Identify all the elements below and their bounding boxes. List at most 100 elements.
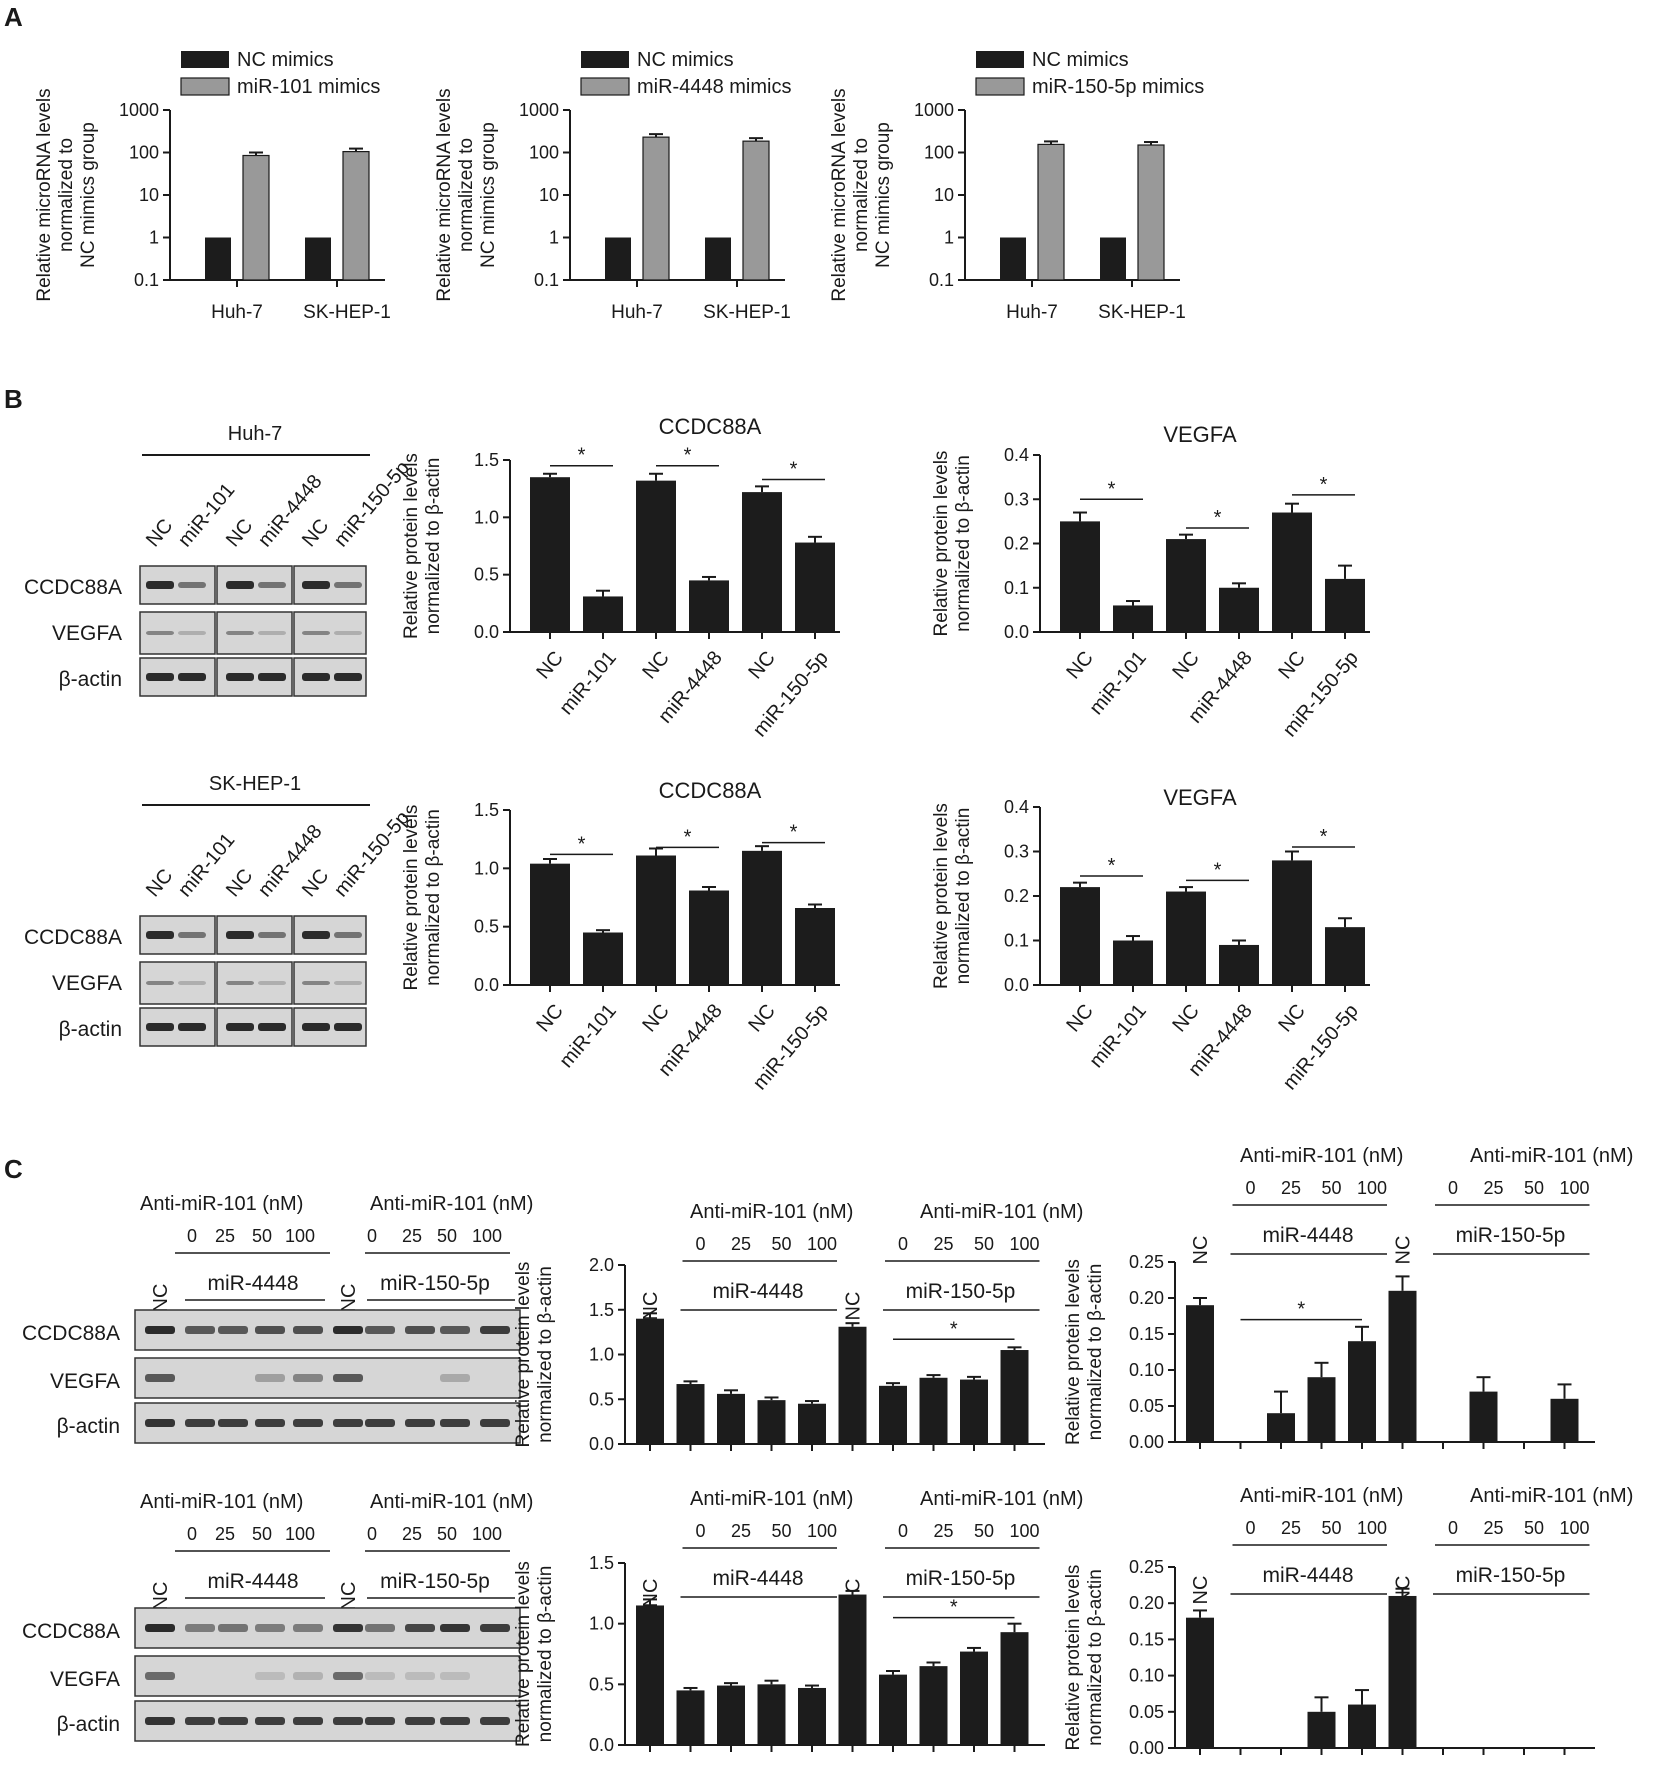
blot-skhep1-band [334,932,362,938]
blot-c-top-membrane [134,1357,521,1399]
panel-a-y-tick-label: 1 [149,228,159,248]
blot-c-bottom-dose-label: 0 [367,1524,377,1544]
blot-c-top-band [218,1419,248,1427]
bar [1325,578,1365,632]
c-ccdc-bottom-group-label: miR-150-5p [906,1567,1016,1590]
panel-b-y-tick-label: 0.0 [1004,622,1029,642]
blot-c-bottom-band [333,1672,363,1680]
blot-c-top-band [440,1419,470,1427]
blot-c-bottom-anti-label-2: Anti-miR-101 (nM) [370,1491,533,1513]
panel-a-y-tick-label: 1000 [519,100,559,120]
panel-b-y-tick-label: 0.5 [474,917,499,937]
c-vegfa-top-dose-label: 25 [1483,1178,1503,1198]
bar [1219,944,1259,985]
blot-c-top-dose-label: 100 [472,1226,502,1246]
blot-skhep1-cell-line-label: SK-HEP-1 [209,773,301,795]
c-vegfa-bottom-nc-label: NC [1190,1576,1212,1605]
blot-skhep1-band [226,1023,254,1031]
blot-skhep1-band [178,981,206,985]
blot-skhep1-membrane [216,961,293,1005]
blot-c-top-band [185,1326,215,1334]
legend-swatch-nc [976,51,1024,68]
blot-c-bottom-band [145,1624,175,1632]
panel-b-category: NC [638,1000,673,1036]
blot-c-bottom-anti-label-1: Anti-miR-101 (nM) [140,1491,303,1513]
blot-c-top-anti-label-1: Anti-miR-101 (nM) [140,1193,303,1215]
bar [1060,887,1100,985]
blot-skhep1-band [226,931,254,939]
panel-a-y-tick-label: 0.1 [134,270,159,290]
blot-c-bottom-band [440,1717,470,1725]
c-vegfa-top-y-tick-label: 0.15 [1129,1324,1164,1344]
blot-skhep1-band [146,1023,174,1031]
blot-huh7-lane-label: NC [298,515,333,551]
c-vegfa-bottom-y-tick-label: 0.20 [1129,1593,1164,1613]
blot-huh7-band [226,581,254,589]
significance-star: * [950,1597,958,1619]
c-ccdc-bottom-dose-label: 100 [807,1521,837,1541]
legend-swatch-nc [581,51,629,68]
legend-label: miR-101 mimics [237,76,380,98]
blot-huh7-membrane [139,611,216,655]
bar-nc-mimics [305,237,331,280]
chart-title: VEGFA [1163,785,1237,810]
blot-skhep1-lane-label: NC [142,865,177,901]
panel-b-y-tick-label: 1.0 [474,507,499,527]
panel-a-category: Huh-7 [611,302,663,323]
blot-skhep1-membrane [293,961,367,1005]
blot-c-bottom-dose-label: 25 [215,1524,235,1544]
c-ccdc-top-dose-label: 0 [898,1234,908,1254]
c-ccdc-bottom-y-tick-label: 0.5 [589,1674,614,1694]
panel-b-category: NC [1274,647,1309,683]
blot-c-top-band [293,1419,323,1427]
panel-a-y-tick-label: 1 [944,228,954,248]
panel-b-y-tick-label: 0.1 [1004,931,1029,951]
panel-b-category: NC [532,647,567,683]
blot-c-bottom-membrane [134,1655,521,1697]
c-vegfa-bottom-ylabel-line: normalized to β-actin [1085,1569,1106,1746]
panel-a-y-tick-label: 100 [129,143,159,163]
c-vegfa-bottom-y-tick-label: 0.05 [1129,1702,1164,1722]
c-ccdc-top-anti-label: Anti-miR-101 (nM) [920,1201,1083,1223]
blot-c-bottom-row-label: VEGFA [50,1668,120,1691]
blot-huh7-band [178,673,206,681]
blot-c-top-band [333,1374,363,1382]
blot-c-top-band [365,1326,395,1334]
panel-b-category: NC [1168,1000,1203,1036]
c-ccdc-bottom-y-tick-label: 1.0 [589,1614,614,1634]
panel-b-ylabel-line: normalized to β-actin [953,808,974,985]
panel-b-ylabel-line: normalized to β-actin [423,458,444,635]
c-ccdc-top-y-tick-label: 1.5 [589,1300,614,1320]
c-ccdc-bottom-y-tick-label: 1.5 [589,1553,614,1573]
blot-c-top-dose-label: 0 [187,1226,197,1246]
panel-b-category: NC [1274,1000,1309,1036]
c-vegfa-top-bar [1550,1398,1579,1442]
significance-star: * [1108,855,1116,877]
blot-c-top-band [293,1326,323,1334]
panel-a-ylabel-line: Relative microRNA levels [34,88,55,301]
c-ccdc-bottom-dose-label: 50 [771,1521,791,1541]
blot-huh7-band [226,673,254,681]
c-vegfa-top-dose-label: 25 [1281,1178,1301,1198]
blot-c-bottom-band [333,1717,363,1725]
panel-a-y-tick-label: 100 [924,143,954,163]
c-ccdc-bottom-bar [879,1674,907,1745]
blot-c-top-band [440,1326,470,1334]
c-ccdc-bottom-bar [757,1684,786,1745]
c-vegfa-top-dose-label: 0 [1448,1178,1458,1198]
panel-b-y-tick-label: 1.0 [474,858,499,878]
bar [689,890,729,985]
blot-c-top-band [145,1374,175,1382]
c-vegfa-bottom-dose-label: 50 [1524,1518,1544,1538]
panel-a-y-tick-label: 10 [139,185,159,205]
bar [1060,521,1100,632]
c-vegfa-top-ylabel-line: Relative protein levels [1063,1259,1084,1445]
blot-skhep1-band [178,1023,206,1031]
bar [583,932,623,985]
blot-c-bottom-band [145,1672,175,1680]
blot-c-top-band [405,1419,435,1427]
legend-swatch-mimic [580,77,630,96]
c-vegfa-bottom-dose-label: 25 [1483,1518,1503,1538]
blot-huh7-band [146,581,174,589]
bar-mimics [742,140,770,281]
